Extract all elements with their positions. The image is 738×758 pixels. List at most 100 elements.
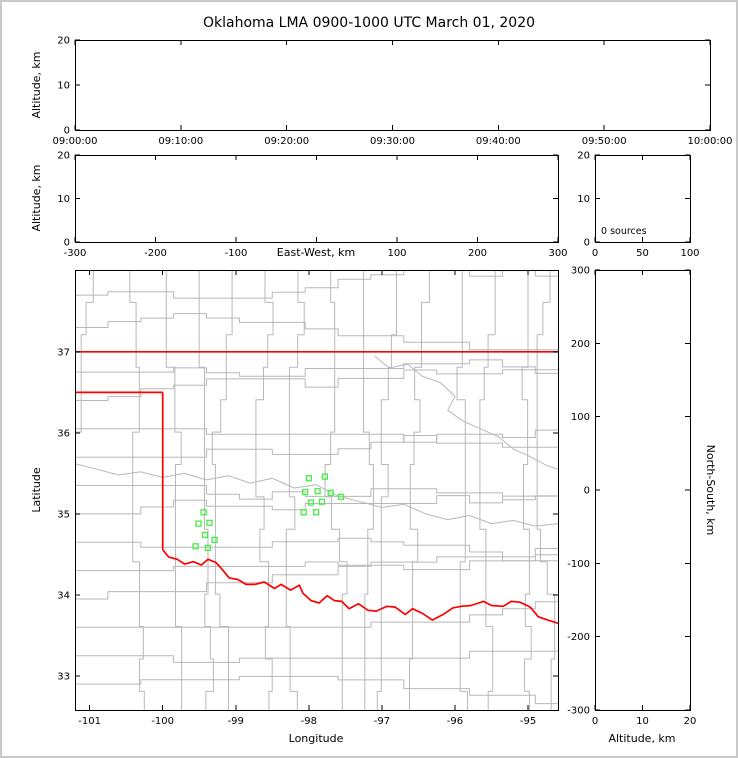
tick-label: 300 (548, 248, 567, 259)
ns-height-xlabel: Altitude, km (608, 732, 675, 745)
panel-map: -101 -100 -99 -98 -97 -96 -95 33 34 35 36 37 (57, 270, 559, 727)
tick-label: 0 (584, 238, 590, 249)
panel-frame (595, 270, 691, 711)
county-line (409, 270, 430, 710)
tick-label: 37 (57, 347, 70, 358)
tick-label: 0 (592, 716, 598, 727)
tick-label: -96 (447, 716, 463, 727)
station-marker (206, 519, 213, 526)
tick-label: -97 (374, 716, 390, 727)
county-line (75, 359, 558, 377)
station-marker (192, 543, 199, 550)
station-marker (337, 493, 345, 501)
station-marker (307, 499, 315, 506)
panel-source-histogram: 0 50 100 0 10 20 (577, 151, 699, 260)
county-line (479, 270, 496, 710)
tick-label: 34 (57, 590, 70, 601)
station-marker (327, 489, 334, 496)
tick-label: 20 (57, 36, 70, 47)
station-marker (302, 488, 309, 496)
tick-label: 35 (57, 509, 70, 520)
county-line (363, 270, 374, 710)
ew-height-xlabel: East-West, km (277, 246, 355, 259)
tick-label: 10 (577, 194, 590, 205)
county-line (75, 313, 558, 351)
tick-label: 0 (64, 238, 70, 249)
county-line (75, 485, 558, 501)
county-line (255, 270, 274, 710)
county-line (75, 650, 558, 663)
panel-ns-height: 0 10 20 300 200 100 0 -100 -200 -300 (567, 266, 696, 728)
state-border-line (162, 549, 558, 625)
tick-label: 0 (592, 248, 598, 259)
tick-label: -100 (225, 248, 248, 259)
station-marker (300, 509, 307, 516)
county-line (211, 270, 233, 710)
tick-label: 10 (57, 194, 70, 205)
county-line (198, 270, 214, 710)
county-line (376, 270, 397, 710)
tick-label: 300 (571, 266, 590, 277)
panel-ew-height: -300 -200 -100 100 200 300 0 10 20 (57, 151, 567, 260)
tick-label: 33 (57, 671, 70, 682)
river-line (75, 463, 558, 527)
county-line (75, 270, 558, 299)
figure-title: Oklahoma LMA 0900-1000 UTC March 01, 202… (203, 15, 535, 31)
station-marker (204, 544, 212, 552)
county-line (456, 270, 468, 710)
tick-label: 09:10:00 (158, 136, 203, 147)
tick-label: -200 (567, 632, 590, 643)
county-line (75, 270, 94, 433)
tick-label: -98 (301, 716, 317, 727)
county-line (75, 495, 558, 515)
panel-time-height: 09:00:00 09:10:00 09:20:00 09:30:00 09:40:00… (53, 36, 733, 148)
map-layers (75, 270, 558, 710)
tick-label: 100 (680, 248, 699, 259)
tick-label: 0 (64, 126, 70, 137)
panel-frame (75, 270, 559, 711)
tick-label: 100 (387, 248, 406, 259)
county-line (285, 270, 305, 710)
tick-label: 09:00:00 (53, 136, 98, 147)
station-marker (195, 520, 202, 527)
map-ylabel: Latitude (30, 467, 43, 513)
county-line (75, 601, 558, 628)
station-marker (201, 531, 209, 539)
time-height-ylabel: Altitude, km (30, 51, 43, 118)
panel-frame (75, 40, 711, 131)
tick-label: -100 (151, 716, 174, 727)
tick-label: 10:00:00 (688, 136, 733, 147)
tick-label: 20 (57, 151, 70, 162)
tick-label: 200 (571, 339, 590, 350)
county-line (75, 675, 558, 705)
tick-label: 10 (636, 716, 649, 727)
ew-height-ylabel: Altitude, km (30, 164, 43, 231)
panel-frame (75, 155, 559, 243)
tick-label: 20 (684, 716, 697, 727)
station-marker (321, 473, 329, 480)
ns-height-right-label: North-South, km (704, 445, 717, 536)
tick-label: 10 (57, 81, 70, 92)
county-line (536, 270, 556, 710)
tick-label: -200 (144, 248, 167, 259)
tick-label: -300 (64, 248, 87, 259)
station-marker (318, 498, 326, 505)
county-line (521, 270, 532, 710)
tick-label: 100 (571, 412, 590, 423)
tick-label: -100 (567, 559, 590, 570)
station-marker (211, 536, 218, 543)
county-line (75, 537, 558, 562)
tick-label: 50 (636, 248, 649, 259)
tick-label: -300 (567, 706, 590, 717)
county-line (75, 435, 558, 458)
tick-label: 09:50:00 (582, 136, 627, 147)
county-line (75, 369, 558, 401)
source-count-annotation: 0 sources (601, 226, 647, 237)
river-line (374, 355, 558, 470)
tick-label: 09:40:00 (476, 136, 521, 147)
county-line (75, 548, 558, 600)
station-marker (314, 488, 321, 495)
station-marker (200, 509, 207, 516)
